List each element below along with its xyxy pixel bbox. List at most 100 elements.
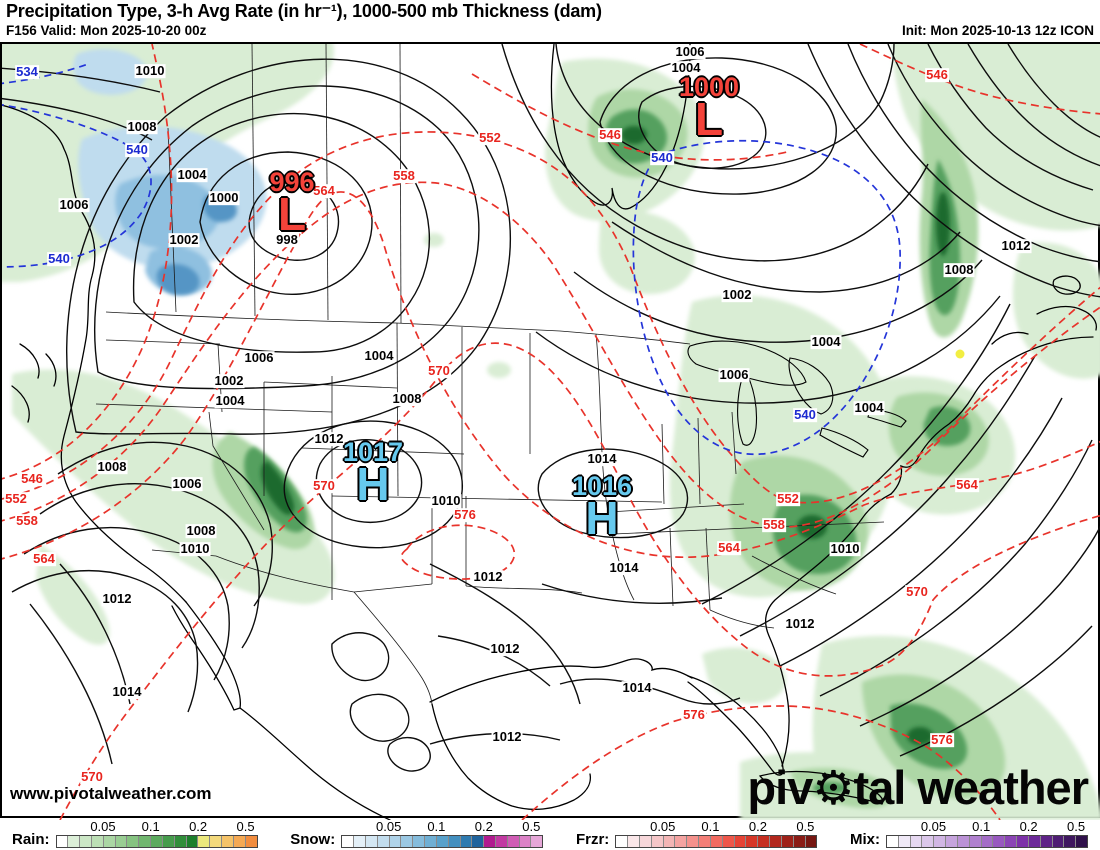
legend-color-cell <box>663 836 676 847</box>
isobar-label: 1012 <box>101 591 133 607</box>
isobar-label: 1004 <box>363 348 395 364</box>
legend-colorbar <box>55 835 258 848</box>
isobar-label: 1002 <box>721 287 753 303</box>
legend-tick: 0.5 <box>522 819 541 834</box>
isobar-label: 1012 <box>491 729 523 745</box>
weather-map-svg <box>2 44 1100 820</box>
legend-scale: 0.05 0.1 0.2 0.5 <box>55 819 258 848</box>
legend-color-cell <box>770 836 782 847</box>
legend-group-frzr: Frzr: 0.05 0.1 0.2 0.5 <box>575 819 818 848</box>
isobar-label: 1012 <box>313 431 345 447</box>
thickness-label-red: 546 <box>20 471 44 487</box>
pressure-letter: L <box>277 187 307 240</box>
valid-time-label: F156 Valid: Mon 2025-10-20 00z <box>6 23 207 38</box>
isobar-label: 1006 <box>58 197 90 213</box>
isobar-label: 1012 <box>489 641 521 657</box>
legend-color-cell <box>746 836 759 847</box>
legend-color-cell <box>616 836 629 847</box>
pressure-value: 1016 <box>571 470 633 501</box>
legend-color-cell <box>699 836 711 847</box>
isobar-label: 1006 <box>171 476 203 492</box>
pressure-letter: L <box>694 92 724 145</box>
isobar-label: 1002 <box>213 373 245 389</box>
thickness-label-red: 558 <box>15 513 39 529</box>
legend-color-cell <box>628 836 640 847</box>
isobar-label: 1014 <box>621 680 653 696</box>
isobar-label: 998 <box>275 232 299 248</box>
legend-tick: 0.1 <box>972 819 991 834</box>
pressure-letter: H <box>356 457 390 510</box>
legend-color-cell <box>210 836 223 847</box>
legend-color-cell <box>342 836 355 847</box>
legend-color-cell <box>1017 836 1029 847</box>
legend-color-cell <box>245 836 257 847</box>
thickness-label-red: 564 <box>32 551 56 567</box>
watermark-logo: piv⚙tal weather <box>747 761 1089 814</box>
thickness-label-red: 564 <box>312 183 336 199</box>
thickness-label-red: 564 <box>955 477 979 493</box>
sleet-dot <box>955 349 965 359</box>
isobar-label: 1008 <box>391 391 423 407</box>
thickness-label-red: 558 <box>762 517 786 533</box>
isobar-label: 1010 <box>430 493 462 509</box>
legend-color-cell <box>354 836 366 847</box>
legend-color-cell <box>174 836 187 847</box>
legend-color-cell <box>531 836 543 847</box>
legend-color-cell <box>922 836 935 847</box>
pressure-value: 996 <box>269 166 315 197</box>
legend-label: Mix: <box>850 831 880 848</box>
legend-color-cell <box>162 836 175 847</box>
isobar-label: 1014 <box>608 560 640 576</box>
pressure-letter: H <box>585 491 619 544</box>
legend-color-cell <box>651 836 664 847</box>
legend-scale: 0.05 0.1 0.2 0.5 <box>341 819 544 848</box>
legend-color-cell <box>675 836 688 847</box>
thickness-label-blue: 540 <box>650 150 674 166</box>
legend-label: Frzr: <box>575 831 610 848</box>
isobar-label: 1012 <box>784 616 816 632</box>
legend-colorbar <box>615 835 818 848</box>
legend-label: Rain: <box>12 831 50 848</box>
isobar-label: 1008 <box>96 459 128 475</box>
isobar-label: 1004 <box>176 167 208 183</box>
legend-color-cell <box>507 836 520 847</box>
isobar-label: 1000 <box>208 190 240 206</box>
legend-color-cell <box>68 836 81 847</box>
legend-color-cell <box>687 836 700 847</box>
legend-color-cell <box>401 836 414 847</box>
legend-color-cell <box>1064 836 1077 847</box>
legend-color-cell <box>436 836 449 847</box>
thickness-label-blue: 540 <box>125 142 149 158</box>
pressure-center-h-1017: 1017 H <box>343 439 403 510</box>
pressure-center-l-1000: 1000 L <box>679 74 739 145</box>
legend-color-cell <box>472 836 485 847</box>
isobar-label: 1014 <box>586 451 618 467</box>
legend-tick: 0.2 <box>748 819 767 834</box>
legend-tick: 0.2 <box>474 819 493 834</box>
legend-color-cell <box>377 836 390 847</box>
legend-color-cell <box>389 836 402 847</box>
legend-scale: 0.05 0.1 0.2 0.5 <box>886 819 1088 848</box>
isobar-label: 1004 <box>670 60 702 76</box>
isobar-label: 1012 <box>1000 238 1032 254</box>
legend-color-cell <box>1028 836 1041 847</box>
thickness-label-red: 570 <box>80 769 104 785</box>
legend-color-cell <box>758 836 771 847</box>
legend-tick: 0.05 <box>90 819 116 834</box>
isobar-label: 1008 <box>126 119 158 135</box>
legend-tick: 0.5 <box>236 819 255 834</box>
legend-color-cell <box>887 836 899 847</box>
legend-color-cell <box>80 836 92 847</box>
coastline <box>2 44 1098 820</box>
legend-color-cell <box>365 836 378 847</box>
isobar-label: 1002 <box>168 232 200 248</box>
legend-group-rain: Rain: 0.05 0.1 0.2 0.5 <box>12 819 258 848</box>
header: Precipitation Type, 3-h Avg Rate (in hr⁻… <box>0 0 1100 42</box>
pressure-center-l-996: 996 L <box>269 166 315 240</box>
thickness-label-red: 576 <box>930 732 954 748</box>
legend-tick: 0.2 <box>189 819 208 834</box>
legend-color-cell <box>734 836 747 847</box>
thickness-contours-blue <box>2 63 901 456</box>
map-overlay: 1010 1008 1006 1004 1000 1002 998 1006 1004 1002 1… <box>2 44 1098 816</box>
isobar-label: 1006 <box>243 350 275 366</box>
